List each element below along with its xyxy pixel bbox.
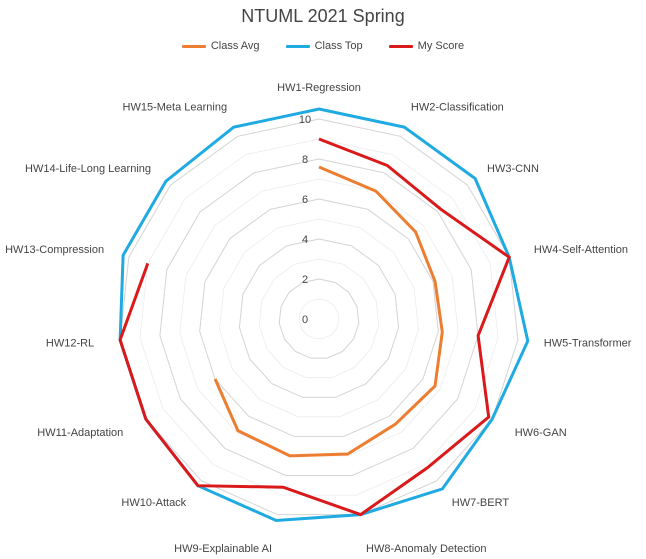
legend: Class Avg Class Top My Score bbox=[0, 40, 646, 52]
grid-ring bbox=[298, 298, 340, 340]
category-label-hw2-classification: HW2-Classification bbox=[411, 102, 504, 114]
tick-label: 2 bbox=[302, 274, 308, 286]
category-label-hw8-anomaly-detection: HW8-Anomaly Detection bbox=[366, 543, 486, 555]
tick-label: 4 bbox=[302, 234, 308, 246]
category-label-hw7-bert: HW7-BERT bbox=[452, 497, 510, 509]
category-labels: HW1-Regression HW2-Classification HW3-CNN H… bbox=[5, 82, 632, 555]
series-line-my-score bbox=[118, 137, 512, 517]
tick-label: 10 bbox=[299, 114, 311, 126]
tick-label: 6 bbox=[302, 194, 308, 206]
category-label-hw9-explainable-ai: HW9-Explainable AI bbox=[174, 543, 272, 555]
category-label-hw4-self-attention: HW4-Self-Attention bbox=[534, 244, 628, 256]
category-label-hw12-rl: HW12-RL bbox=[46, 338, 94, 350]
legend-item-class-avg: Class Avg bbox=[181, 40, 260, 52]
grid-ring bbox=[179, 178, 459, 457]
tick-label: 0 bbox=[302, 314, 308, 326]
tick-label: 8 bbox=[302, 154, 308, 166]
category-label-hw10-attack: HW10-Attack bbox=[121, 497, 186, 509]
category-label-hw13-compression: HW13-Compression bbox=[5, 244, 104, 256]
grid-ring bbox=[258, 258, 380, 379]
legend-swatch-class-avg bbox=[181, 44, 206, 48]
grid-ring bbox=[159, 158, 479, 476]
category-label-hw6-gan: HW6-GAN bbox=[515, 427, 567, 439]
series-lines bbox=[118, 107, 530, 523]
category-label-hw3-cnn: HW3-CNN bbox=[487, 163, 539, 175]
category-label-hw14-life-long-learning: HW14-Life-Long Learning bbox=[25, 163, 151, 175]
grid-ring bbox=[278, 278, 360, 359]
grid-ring bbox=[199, 198, 439, 437]
radial-tick-labels: 0 2 4 6 8 10 bbox=[299, 114, 311, 326]
grid-ring bbox=[139, 138, 499, 496]
legend-label-class-avg: Class Avg bbox=[210, 40, 260, 52]
legend-item-class-top: Class Top bbox=[285, 40, 363, 52]
grid-ring bbox=[238, 238, 400, 398]
chart-title: NTUML 2021 Spring bbox=[241, 6, 405, 26]
category-label-hw5-transformer: HW5-Transformer bbox=[544, 338, 632, 350]
legend-label-my-score: My Score bbox=[417, 40, 465, 52]
legend-item-my-score: My Score bbox=[388, 40, 465, 52]
legend-label-class-top: Class Top bbox=[314, 40, 363, 52]
series-line-class-avg bbox=[213, 165, 444, 458]
category-label-hw15-meta-learning: HW15-Meta Learning bbox=[123, 102, 228, 114]
series-line-class-top bbox=[118, 107, 530, 523]
legend-swatch-my-score bbox=[388, 44, 413, 48]
grid-ring bbox=[219, 218, 419, 418]
grid-ring bbox=[119, 118, 519, 516]
category-label-hw1-regression: HW1-Regression bbox=[277, 82, 361, 94]
category-label-hw11-adaptation: HW11-Adaptation bbox=[37, 427, 123, 439]
radar-grid bbox=[119, 118, 519, 516]
legend-swatch-class-top bbox=[285, 44, 310, 48]
